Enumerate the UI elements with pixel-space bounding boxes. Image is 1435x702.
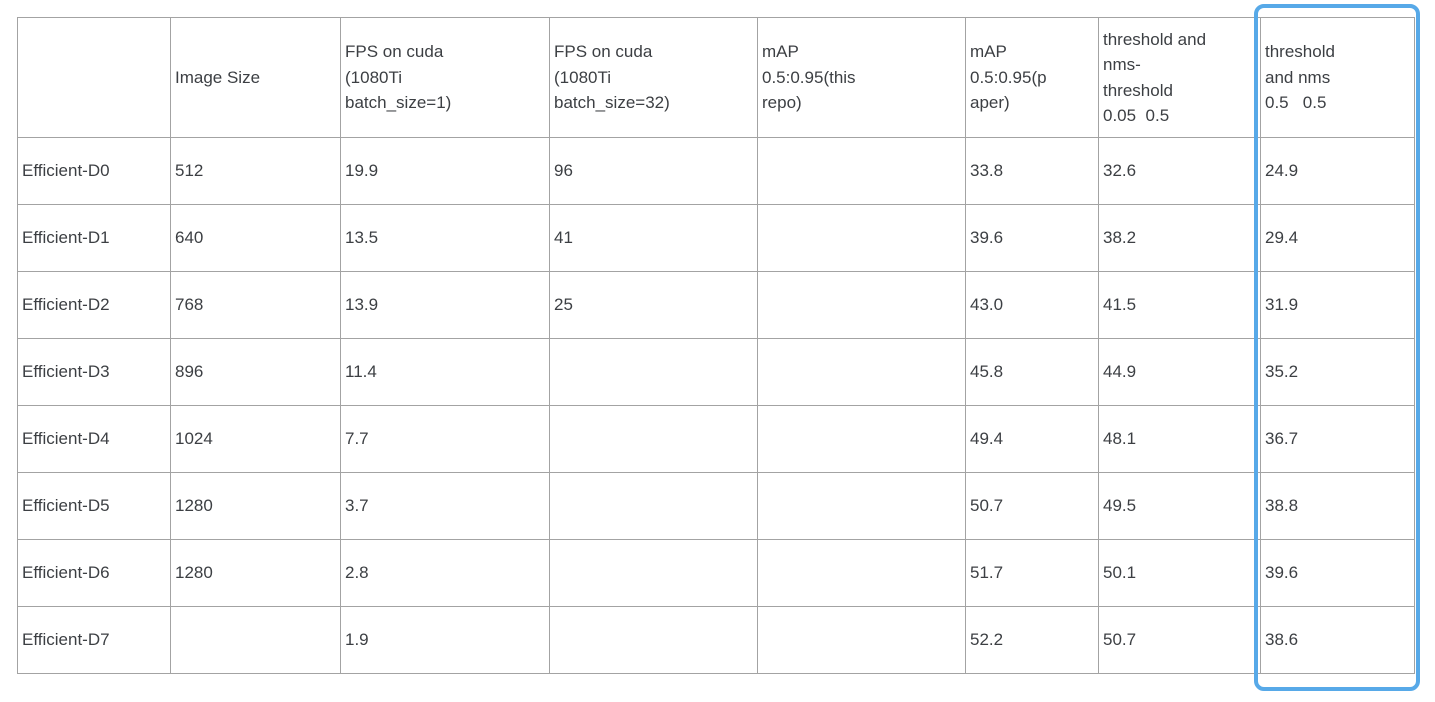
cell: 41.5 [1098,271,1261,339]
cell [757,204,966,272]
cell [757,405,966,473]
cell: 51.7 [965,539,1099,607]
cell: 32.6 [1098,137,1261,205]
cell [757,539,966,607]
table-row: Efficient-D3 896 11.4 45.8 44.9 35.2 [17,338,1415,406]
cell: 38.8 [1260,472,1415,540]
cell [170,606,341,674]
cell: 38.2 [1098,204,1261,272]
cell: 896 [170,338,341,406]
col-header-empty [17,17,171,138]
cell [757,137,966,205]
row-label: Efficient-D0 [17,137,171,205]
cell: 96 [549,137,758,205]
cell: 13.9 [340,271,550,339]
cell [757,606,966,674]
cell: 1024 [170,405,341,473]
col-header-threshold-05: threshold and nms 0.5 0.5 [1260,17,1415,138]
cell: 52.2 [965,606,1099,674]
cell [549,472,758,540]
row-label: Efficient-D6 [17,539,171,607]
row-label: Efficient-D2 [17,271,171,339]
cell: 3.7 [340,472,550,540]
cell [757,338,966,406]
cell: 39.6 [1260,539,1415,607]
cell: 39.6 [965,204,1099,272]
cell: 11.4 [340,338,550,406]
col-header-map-paper: mAP 0.5:0.95(p aper) [965,17,1099,138]
table-row: Efficient-D5 1280 3.7 50.7 49.5 38.8 [17,472,1415,540]
cell: 25 [549,271,758,339]
cell [757,271,966,339]
cell: 43.0 [965,271,1099,339]
cell [549,405,758,473]
row-label: Efficient-D1 [17,204,171,272]
cell: 31.9 [1260,271,1415,339]
cell: 1.9 [340,606,550,674]
cell [549,606,758,674]
cell [757,472,966,540]
table-row: Efficient-D4 1024 7.7 49.4 48.1 36.7 [17,405,1415,473]
table-row: Efficient-D2 768 13.9 25 43.0 41.5 31.9 [17,271,1415,339]
col-header-fps-batch32: FPS on cuda (1080Ti batch_size=32) [549,17,758,138]
row-label: Efficient-D7 [17,606,171,674]
cell: 19.9 [340,137,550,205]
cell: 768 [170,271,341,339]
cell: 35.2 [1260,338,1415,406]
cell: 50.7 [965,472,1099,540]
col-header-fps-batch1: FPS on cuda (1080Ti batch_size=1) [340,17,550,138]
cell: 1280 [170,472,341,540]
cell: 13.5 [340,204,550,272]
cell: 44.9 [1098,338,1261,406]
cell: 50.7 [1098,606,1261,674]
table-row: Efficient-D6 1280 2.8 51.7 50.1 39.6 [17,539,1415,607]
cell: 45.8 [965,338,1099,406]
cell: 36.7 [1260,405,1415,473]
cell [549,338,758,406]
cell: 7.7 [340,405,550,473]
cell: 29.4 [1260,204,1415,272]
cell: 640 [170,204,341,272]
benchmark-table: Image Size FPS on cuda (1080Ti batch_siz… [17,17,1415,674]
row-label: Efficient-D5 [17,472,171,540]
table-row: Efficient-D1 640 13.5 41 39.6 38.2 29.4 [17,204,1415,272]
cell: 49.5 [1098,472,1261,540]
cell: 1280 [170,539,341,607]
cell: 2.8 [340,539,550,607]
cell: 38.6 [1260,606,1415,674]
table-row: Efficient-D7 1.9 52.2 50.7 38.6 [17,606,1415,674]
col-header-map-this-repo: mAP 0.5:0.95(this repo) [757,17,966,138]
cell: 48.1 [1098,405,1261,473]
col-header-image-size: Image Size [170,17,341,138]
cell: 24.9 [1260,137,1415,205]
row-label: Efficient-D3 [17,338,171,406]
header-row: Image Size FPS on cuda (1080Ti batch_siz… [17,17,1415,138]
cell: 49.4 [965,405,1099,473]
cell: 41 [549,204,758,272]
row-label: Efficient-D4 [17,405,171,473]
cell [549,539,758,607]
table-row: Efficient-D0 512 19.9 96 33.8 32.6 24.9 [17,137,1415,205]
cell: 50.1 [1098,539,1261,607]
col-header-threshold-005: threshold and nms- threshold 0.05 0.5 [1098,17,1261,138]
cell: 512 [170,137,341,205]
cell: 33.8 [965,137,1099,205]
